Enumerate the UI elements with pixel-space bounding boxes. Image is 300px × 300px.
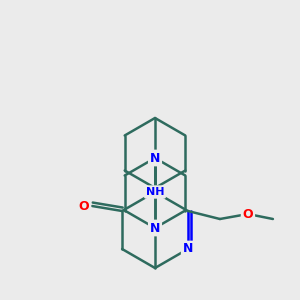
Text: O: O [243, 208, 253, 220]
Text: N: N [183, 242, 193, 256]
Text: O: O [79, 200, 89, 212]
Text: NH: NH [146, 187, 164, 197]
Text: N: N [150, 221, 160, 235]
Text: N: N [150, 152, 160, 164]
